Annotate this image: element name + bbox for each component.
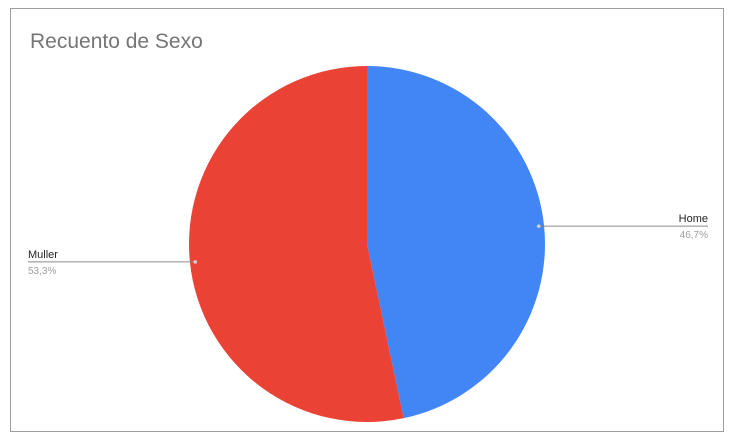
leader-dot-muller [193, 260, 198, 264]
pie-slice-home[interactable] [367, 66, 545, 419]
leader-dot-home [536, 224, 541, 228]
slice-label-home: Home [679, 213, 708, 225]
chart-title: Recuento de Sexo [30, 30, 203, 53]
slice-percent-home: 46,7% [680, 230, 708, 241]
slice-percent-muller: 53,3% [28, 266, 56, 277]
pie-slice-muller[interactable] [188, 66, 404, 423]
slice-label-muller: Muller [28, 249, 58, 261]
